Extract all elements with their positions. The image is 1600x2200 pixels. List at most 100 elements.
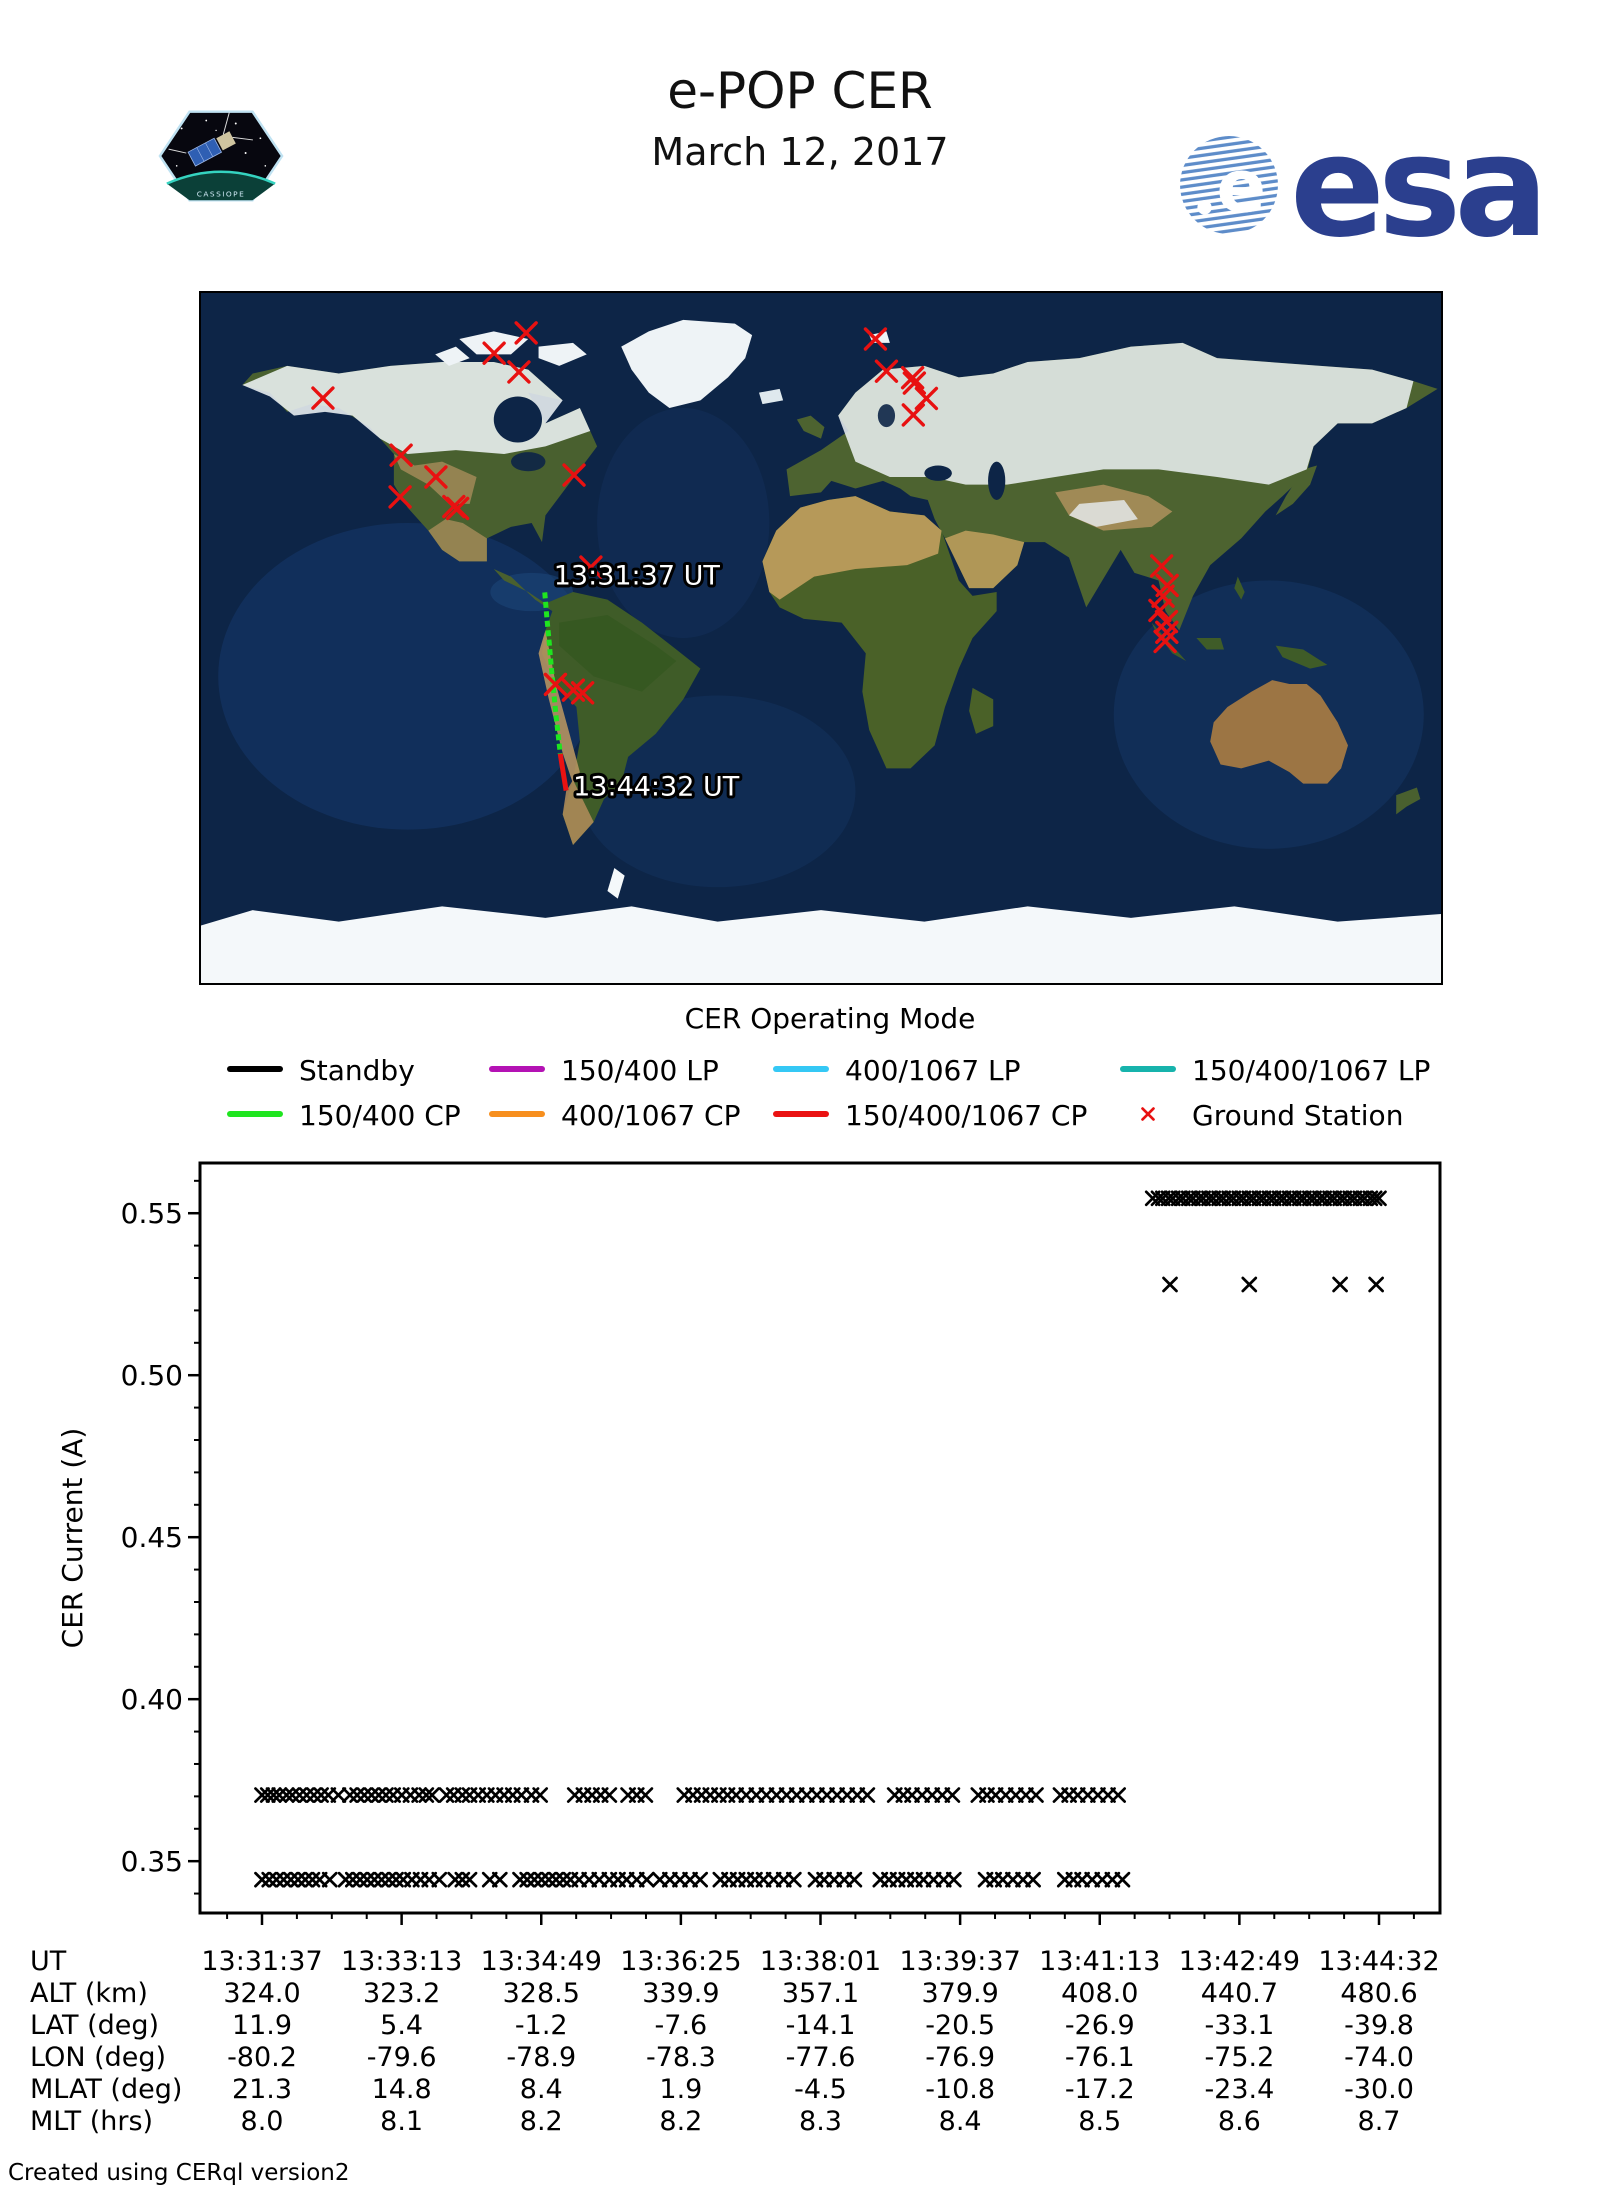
track-end-time-label: 13:44:32 UT	[573, 772, 740, 803]
table-cell: 13:42:49	[1178, 1946, 1300, 1977]
data-point	[278, 1787, 295, 1803]
table-cell: -7.6	[654, 2010, 708, 2041]
data-point	[945, 1871, 962, 1888]
ground-station-marker	[874, 359, 899, 383]
legend-item-label: Ground Station	[1192, 1099, 1404, 1132]
ground-station-marker	[445, 496, 470, 521]
legend-line-swatch	[227, 1066, 283, 1072]
ground-station-marker	[902, 371, 927, 395]
data-point	[638, 1871, 655, 1888]
table-cell: 1.9	[659, 2074, 703, 2105]
table-cell: 8.5	[1078, 2106, 1122, 2137]
legend-item-label: 150/400/1067 LP	[1192, 1054, 1431, 1087]
data-point	[491, 1871, 508, 1888]
y-tick-label: 0.40	[121, 1683, 183, 1716]
table-cell: 14.8	[371, 2074, 432, 2105]
data-point	[1114, 1871, 1131, 1888]
cer-current-chart: CER Current (A) 0.35 0.40 0.45 0.50 0.55	[56, 1161, 1442, 1925]
table-row-label: UT	[30, 1946, 67, 1977]
esa-globe-icon: e	[1180, 136, 1278, 234]
legend-line-swatch	[773, 1111, 829, 1117]
table-cell: 357.1	[781, 1978, 860, 2009]
table-cell: 339.9	[642, 1978, 720, 2009]
table-cell: 13:44:32	[1318, 1946, 1440, 1977]
ground-station-marker	[570, 681, 595, 705]
table-cell: -74.0	[1344, 2042, 1414, 2073]
cassiope-mission-patch: CASSIOPE	[158, 110, 284, 202]
table-cell: 8.0	[240, 2106, 284, 2137]
legend-line-swatch	[489, 1111, 545, 1117]
table-cell: 13:34:49	[480, 1946, 602, 1977]
table-row-label: ALT (km)	[30, 1978, 148, 2009]
antarctica	[201, 906, 1441, 983]
table-row-label: LON (deg)	[30, 2042, 167, 2073]
table-cell: 8.2	[659, 2106, 703, 2137]
ground-station-marker	[863, 327, 888, 351]
data-point	[859, 1787, 876, 1803]
data-point	[1368, 1276, 1384, 1293]
esa-logo: e esa	[1178, 118, 1549, 258]
table-cell: -14.1	[785, 2010, 856, 2041]
ground-station-legend-x	[1141, 1107, 1155, 1121]
data-point	[692, 1871, 709, 1888]
australia	[1210, 680, 1348, 784]
ground-station-marker	[1155, 620, 1179, 644]
data-point	[1025, 1871, 1041, 1888]
legend-item-label: 150/400 CP	[299, 1099, 461, 1132]
table-cell: -30.0	[1344, 2074, 1414, 2105]
table-cell: -39.8	[1344, 2010, 1414, 2041]
data-point	[424, 1787, 440, 1803]
table-cell: 13:39:37	[899, 1946, 1021, 1977]
ground-station-marker	[514, 321, 538, 345]
patch-satellite	[168, 112, 253, 167]
y-axis-label: CER Current (A)	[56, 1428, 89, 1649]
data-point	[846, 1871, 863, 1888]
table-cell: 8.4	[519, 2074, 563, 2105]
legend-item-label: 400/1067 CP	[561, 1099, 741, 1132]
plot-area: 0.35 0.40 0.45 0.50 0.55	[121, 1179, 1415, 1925]
data-point	[265, 1787, 282, 1803]
page-title: e-POP CER	[667, 62, 933, 120]
ground-station-marker	[389, 443, 413, 467]
table-cell: -80.2	[227, 2042, 297, 2073]
table-cell: -75.2	[1204, 2042, 1275, 2073]
greenland	[621, 319, 753, 408]
data-point	[461, 1871, 478, 1888]
table-cell: 8.4	[938, 2106, 982, 2137]
table-cell: -23.4	[1204, 2074, 1275, 2105]
table-cell: 323.2	[362, 1978, 441, 2009]
legend-title: CER Operating Mode	[684, 1002, 976, 1035]
data-point	[944, 1787, 961, 1803]
data-point	[1028, 1787, 1044, 1803]
ground-station-marker	[311, 386, 335, 410]
legend-item-label: Standby	[299, 1054, 415, 1087]
table-cell: 379.9	[921, 1978, 999, 2009]
data-point	[532, 1787, 549, 1803]
ground-station-marker	[901, 403, 926, 427]
table-cell: 440.7	[1200, 1978, 1279, 2009]
ground-station-marker	[900, 366, 925, 390]
ground-station-marker	[562, 463, 586, 487]
data-point	[321, 1871, 338, 1888]
legend-line-swatch	[773, 1066, 829, 1072]
legend-item-label: 400/1067 LP	[845, 1054, 1021, 1087]
table-cell: -78.9	[506, 2042, 577, 2073]
data-point	[637, 1787, 654, 1803]
table-cell: 13:31:37	[201, 1946, 323, 1977]
map-svg: 13:31:37 UT 13:44:32 UT	[201, 293, 1441, 983]
table-cell: -79.6	[366, 2042, 437, 2073]
table-cell: -33.1	[1204, 2010, 1275, 2041]
legend-line-swatch	[489, 1066, 545, 1072]
legend-item-label: 150/400/1067 CP	[845, 1099, 1088, 1132]
ground-station-marker	[507, 360, 531, 384]
table-row-label: MLAT (deg)	[30, 2074, 183, 2105]
map-overlay: 13:31:37 UT 13:44:32 UT	[311, 321, 1179, 806]
y-tick-label: 0.55	[121, 1197, 183, 1230]
table-cell: -76.9	[925, 2042, 996, 2073]
table-cell: -76.1	[1064, 2042, 1135, 2073]
table-cell: -1.2	[514, 2010, 568, 2041]
table-cell: 8.6	[1217, 2106, 1261, 2137]
table-cell: 328.5	[502, 1978, 580, 2009]
ground-station-marker	[1153, 629, 1177, 654]
